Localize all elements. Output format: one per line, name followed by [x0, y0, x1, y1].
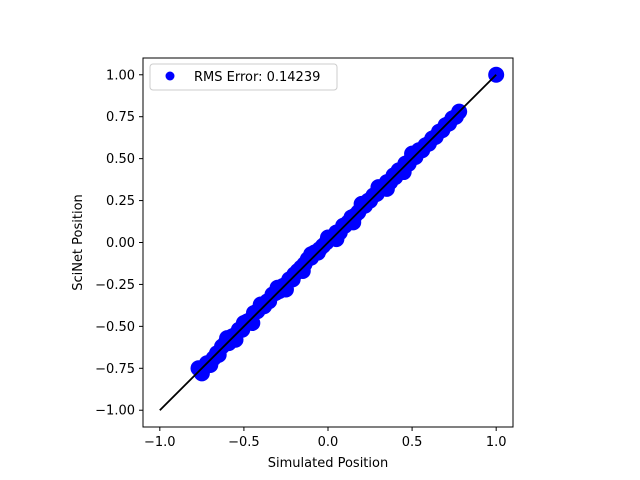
y-tick-label: 0.25 — [106, 194, 135, 209]
legend-box — [149, 63, 338, 91]
x-axis-ticks: −1.0 −0.5 0.0 0.5 1.0 — [144, 427, 507, 450]
reference-line — [159, 74, 497, 411]
scatter-point — [395, 164, 412, 181]
y-tick-label: 0.50 — [106, 152, 135, 167]
scatter-point — [345, 214, 362, 231]
y-tick-label: −0.25 — [95, 278, 135, 293]
scatter-point — [353, 195, 370, 212]
y-tick-label: 0.00 — [106, 236, 135, 251]
legend: RMS Error: 0.14239 — [149, 63, 338, 91]
scatter-point — [244, 315, 261, 332]
scatter-point — [294, 263, 311, 280]
x-tick-label: 0.5 — [402, 435, 423, 450]
scatter-point — [303, 246, 320, 263]
y-axis-label: SciNet Position — [71, 194, 86, 291]
scatter-point — [404, 145, 421, 162]
y-tick-label: −0.50 — [95, 320, 135, 335]
y-tick-label: 0.75 — [106, 110, 135, 125]
y-tick-label: −1.00 — [95, 404, 135, 419]
legend-label: RMS Error: 0.14239 — [194, 70, 320, 85]
scatter-point — [227, 331, 244, 348]
y-tick-label: −0.75 — [95, 362, 135, 377]
scatter-point — [277, 281, 294, 298]
y-tick-label: 1.00 — [106, 68, 135, 83]
legend-marker — [165, 71, 175, 81]
scatter-point — [328, 231, 345, 248]
x-tick-label: 1.0 — [486, 435, 507, 450]
x-tick-label: 0.0 — [318, 435, 339, 450]
y-axis-ticks: −1.00 −0.75 −0.50 −0.25 0.00 0.25 0.50 0.75 1.00 — [95, 68, 143, 419]
scatter-point — [378, 180, 395, 197]
plot-area — [159, 66, 505, 411]
scatter-point — [252, 296, 269, 313]
x-tick-label: −0.5 — [228, 435, 260, 450]
x-tick-label: −1.0 — [144, 435, 176, 450]
x-axis-label: Simulated Position — [268, 456, 388, 471]
